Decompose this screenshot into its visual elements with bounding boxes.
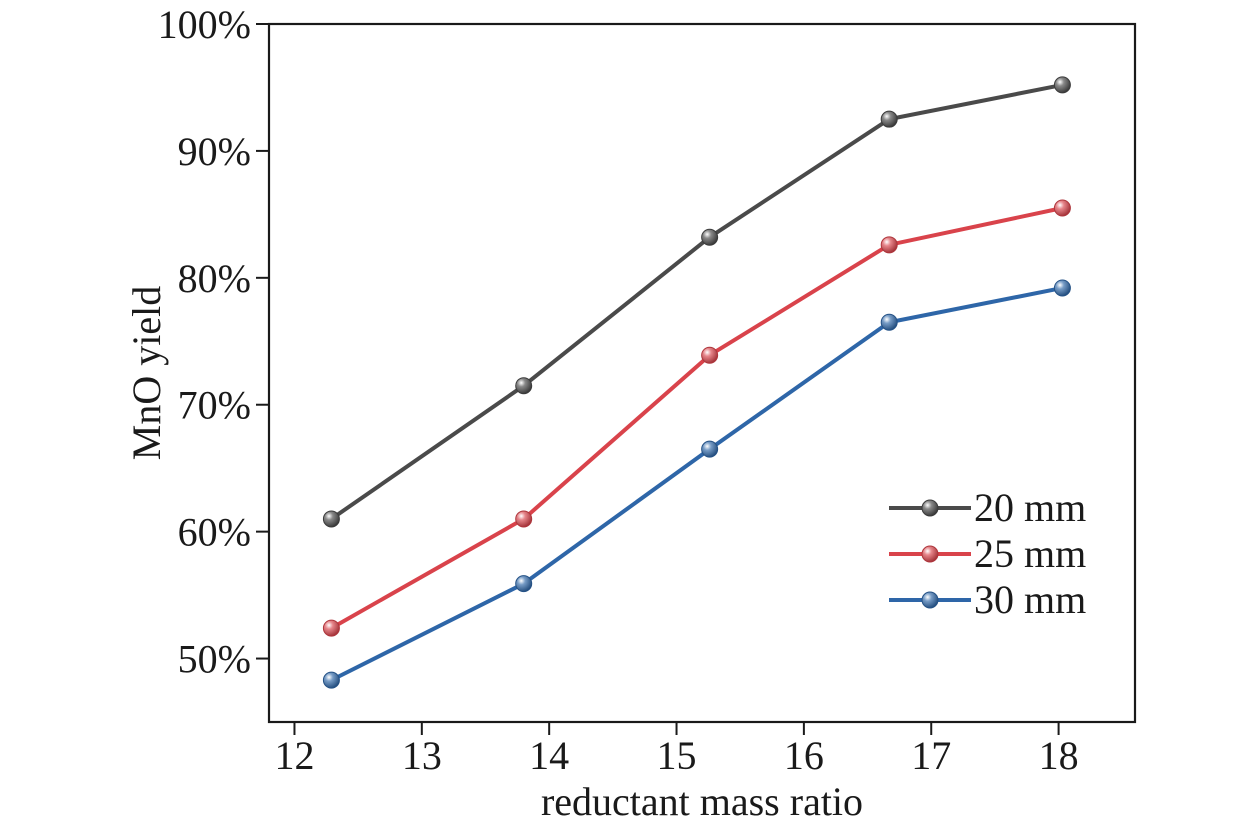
y-axis-title: MnO yield <box>124 286 169 460</box>
legend-label: 25 mm <box>974 531 1086 576</box>
series-line <box>330 82 1063 521</box>
data-point <box>515 510 533 528</box>
y-tick-label: 100% <box>158 2 251 47</box>
x-tick-label: 13 <box>402 733 442 778</box>
y-tick-label: 60% <box>178 510 251 555</box>
data-point <box>322 671 340 689</box>
x-tick-label: 18 <box>1039 733 1079 778</box>
data-point <box>515 377 533 395</box>
data-point <box>322 619 340 637</box>
x-axis-title: reductant mass ratio <box>541 779 863 824</box>
x-tick-label: 14 <box>529 733 569 778</box>
legend-label: 30 mm <box>974 577 1086 622</box>
legend-item: 20 mm <box>889 485 1086 530</box>
data-point <box>701 228 719 246</box>
x-tick-label: 12 <box>274 733 314 778</box>
data-point <box>880 236 898 254</box>
y-tick-label: 70% <box>178 383 251 428</box>
series-line <box>330 206 1063 630</box>
x-tick-label: 16 <box>784 733 824 778</box>
legend-label: 20 mm <box>974 485 1086 530</box>
data-point <box>880 110 898 128</box>
legend-marker <box>921 591 939 609</box>
data-point <box>880 313 898 331</box>
data-point <box>515 575 533 593</box>
y-tick-label: 50% <box>178 637 251 682</box>
y-tick-label: 90% <box>178 129 251 174</box>
data-point <box>1053 279 1071 297</box>
data-point <box>701 346 719 364</box>
x-tick-label: 17 <box>911 733 951 778</box>
series-30-mm <box>322 279 1071 689</box>
legend-item: 25 mm <box>889 531 1086 576</box>
data-point <box>322 510 340 528</box>
y-tick-label: 80% <box>178 256 251 301</box>
legend-item: 30 mm <box>889 577 1086 622</box>
legend-marker <box>921 545 939 563</box>
series-line <box>330 286 1063 682</box>
series-20-mm <box>322 76 1071 528</box>
x-axis: 12 13 14 15 16 17 18 <box>274 722 1079 778</box>
data-point <box>1053 76 1071 94</box>
data-point <box>701 440 719 458</box>
legend-marker <box>921 499 939 517</box>
y-axis: 50% 60% 70% 80% 90% 100% <box>158 2 269 682</box>
series-layer <box>322 76 1071 689</box>
plot-frame <box>267 22 1137 724</box>
data-point <box>1053 199 1071 217</box>
x-tick-label: 15 <box>657 733 697 778</box>
series-25-mm <box>322 199 1071 637</box>
